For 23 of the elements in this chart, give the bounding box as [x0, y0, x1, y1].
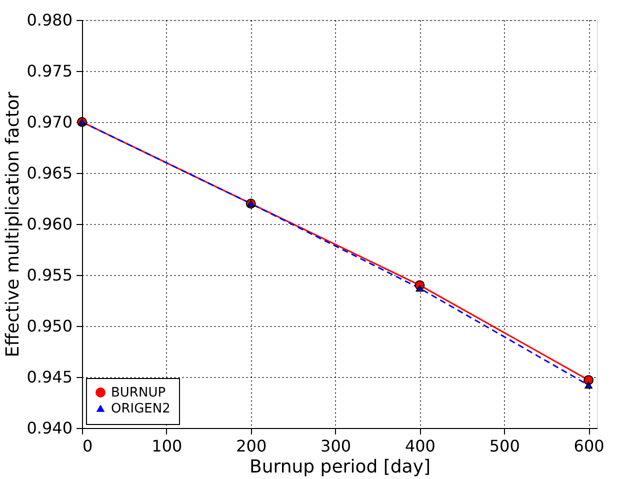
- x-tick-label: 200: [236, 436, 267, 456]
- x-tick-label: 600: [574, 436, 604, 456]
- y-tick-label: 0.950: [26, 316, 72, 336]
- point: [584, 382, 592, 389]
- point: [416, 284, 424, 292]
- x-tick-label: 300: [320, 436, 352, 456]
- x-tick-label: 500: [489, 436, 520, 456]
- legend-label: ORIGEN2: [111, 402, 170, 416]
- y-tick-label: 0.965: [26, 164, 72, 182]
- y-tick-label: 0.960: [26, 214, 72, 234]
- y-tick-label: 0.970: [26, 112, 72, 132]
- y-tick-label: 0.955: [26, 266, 72, 284]
- x-tick-label: 400: [404, 436, 436, 456]
- y-tick-label: 0.975: [26, 62, 72, 80]
- y-tick-label: 0.940: [26, 418, 72, 438]
- y-tick-label: 0.945: [26, 368, 72, 386]
- legend-label: BURNUP: [111, 386, 166, 400]
- point: [584, 375, 594, 386]
- y-tick-label: 0.980: [26, 10, 72, 30]
- y-axis-title: Effective multiplication factor: [2, 91, 24, 358]
- x-tick-label: 0: [82, 436, 93, 456]
- x-axis-title: Burnup period [day]: [249, 456, 431, 478]
- x-tick-label: 100: [152, 436, 182, 456]
